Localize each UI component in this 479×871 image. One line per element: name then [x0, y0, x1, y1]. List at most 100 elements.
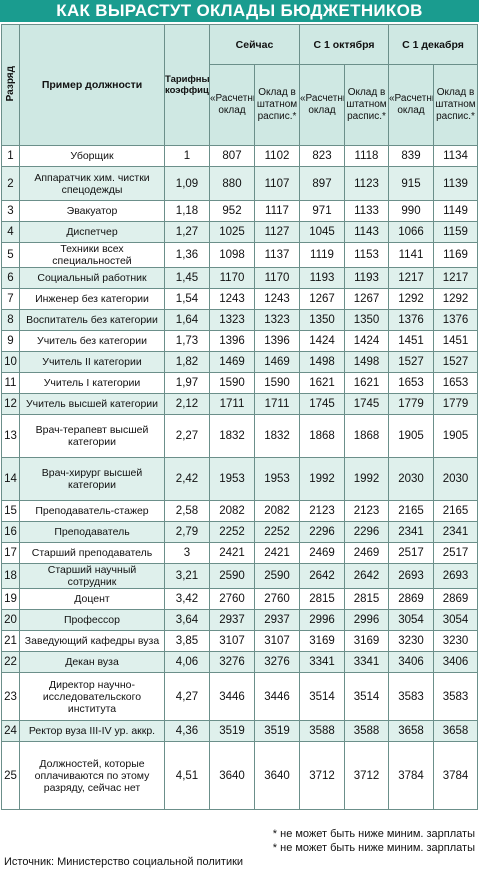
position-cell: Врач-терапевт высшей категории: [19, 414, 165, 458]
salary-cell: 1098: [209, 242, 255, 268]
salary-cell: 1169: [433, 242, 478, 268]
salary-cell: 2030: [433, 457, 478, 501]
salary-cell: 1451: [388, 330, 434, 352]
footnotes: * не может быть ниже миним. зарплаты * н…: [273, 827, 475, 855]
salary-cell: 2341: [388, 521, 434, 543]
salary-cell: 2123: [299, 500, 345, 522]
salary-cell: 1141: [388, 242, 434, 268]
staff-header: Оклад в штатном распис.*: [344, 64, 389, 146]
salary-cell: 2590: [254, 563, 300, 589]
salary-cell: 3169: [344, 630, 389, 652]
coef-cell: 3,21: [164, 563, 210, 589]
salary-cell: 2082: [209, 500, 255, 522]
salary-cell: 1469: [209, 351, 255, 373]
salary-cell: 2760: [209, 588, 255, 610]
salary-cell: 2252: [209, 521, 255, 543]
salary-cell: 2517: [388, 542, 434, 564]
salary-cell: 1953: [209, 457, 255, 501]
rank-cell: 18: [1, 563, 20, 589]
salary-cell: 1127: [254, 221, 300, 243]
salary-cell: 2590: [209, 563, 255, 589]
position-cell: Аппаратчик хим. чистки спецодежды: [19, 166, 165, 201]
position-cell: Преподаватель-стажер: [19, 500, 165, 522]
staff-header: Оклад в штатном распис.*: [433, 64, 478, 146]
coef-cell: 1,18: [164, 200, 210, 222]
coef-cell: 1,09: [164, 166, 210, 201]
salary-cell: 2341: [433, 521, 478, 543]
rank-cell: 3: [1, 200, 20, 222]
salary-cell: 1527: [433, 351, 478, 373]
coef-cell: 2,58: [164, 500, 210, 522]
salary-cell: 1424: [299, 330, 345, 352]
salary-cell: 1149: [433, 200, 478, 222]
table-row: 9 Учитель без категории 1,73 1396 1396 1424 14…: [1, 330, 478, 352]
coef-cell: 1,73: [164, 330, 210, 352]
rank-cell: 21: [1, 630, 20, 652]
salary-cell: 1745: [344, 393, 389, 415]
salary-cell: 1396: [254, 330, 300, 352]
footnote: * не может быть ниже миним. зарплаты: [272, 842, 475, 854]
rank-cell: 14: [1, 457, 20, 501]
salary-cell: 1621: [299, 372, 345, 394]
coef-cell: 3,42: [164, 588, 210, 610]
salary-cell: 1143: [344, 221, 389, 243]
salary-cell: 1102: [254, 145, 300, 167]
salary-cell: 1992: [344, 457, 389, 501]
salary-cell: 1217: [433, 267, 478, 289]
salary-cell: 1590: [209, 372, 255, 394]
salary-cell: 3519: [254, 720, 300, 742]
salary-cell: 3712: [299, 741, 345, 810]
salary-cell: 3446: [209, 672, 255, 721]
rank-cell: 1: [1, 145, 20, 167]
salary-cell: 3712: [344, 741, 389, 810]
position-cell: Директор научно-исследовательского инсти…: [19, 672, 165, 721]
salary-cell: 2642: [344, 563, 389, 589]
rank-cell: 20: [1, 609, 20, 631]
salary-cell: 2937: [254, 609, 300, 631]
position-header: Пример должности: [19, 24, 165, 146]
coef-cell: 3,64: [164, 609, 210, 631]
salary-cell: 823: [299, 145, 345, 167]
salary-cell: 1267: [299, 288, 345, 310]
coef-cell: 4,06: [164, 651, 210, 673]
salary-cell: 1117: [254, 200, 300, 222]
position-cell: Диспетчер: [19, 221, 165, 243]
salary-cell: 1868: [299, 414, 345, 458]
salary-cell: 1243: [209, 288, 255, 310]
position-cell: Воспитатель без категории: [19, 309, 165, 331]
salary-cell: 1396: [209, 330, 255, 352]
salary-cell: 2937: [209, 609, 255, 631]
salary-cell: 1498: [344, 351, 389, 373]
salary-cell: 3514: [299, 672, 345, 721]
salary-cell: 3588: [344, 720, 389, 742]
salary-cell: 1376: [388, 309, 434, 331]
salary-cell: 1992: [299, 457, 345, 501]
footnote: * не может быть ниже миним. зарплаты: [272, 828, 475, 840]
salary-cell: 1134: [433, 145, 478, 167]
coef-cell: 1: [164, 145, 210, 167]
position-cell: Профессор: [19, 609, 165, 631]
calc-header: «Расчетный» оклад: [299, 64, 345, 146]
salary-cell: 2165: [433, 500, 478, 522]
salary-cell: 1469: [254, 351, 300, 373]
table-row: 11 Учитель I категории 1,97 1590 1590 1621 162…: [1, 372, 478, 394]
position-cell: Преподаватель: [19, 521, 165, 543]
salary-cell: 1119: [299, 242, 345, 268]
salary-cell: 1424: [344, 330, 389, 352]
salary-cell: 1621: [344, 372, 389, 394]
salary-cell: 2296: [299, 521, 345, 543]
table-row: 7 Инженер без категории 1,54 1243 1243 1267 12…: [1, 288, 478, 310]
salary-cell: 990: [388, 200, 434, 222]
rank-cell: 5: [1, 242, 20, 268]
salary-cell: 1139: [433, 166, 478, 201]
salary-cell: 2252: [254, 521, 300, 543]
salary-cell: 3406: [433, 651, 478, 673]
salary-cell: 1711: [254, 393, 300, 415]
salary-cell: 2165: [388, 500, 434, 522]
page-title: КАК ВЫРАСТУТ ОКЛАДЫ БЮДЖЕТНИКОВ: [0, 0, 479, 22]
salary-cell: 1292: [433, 288, 478, 310]
salary-cell: 2421: [209, 542, 255, 564]
salary-cell: 1045: [299, 221, 345, 243]
coef-cell: 1,54: [164, 288, 210, 310]
salary-cell: 1376: [433, 309, 478, 331]
